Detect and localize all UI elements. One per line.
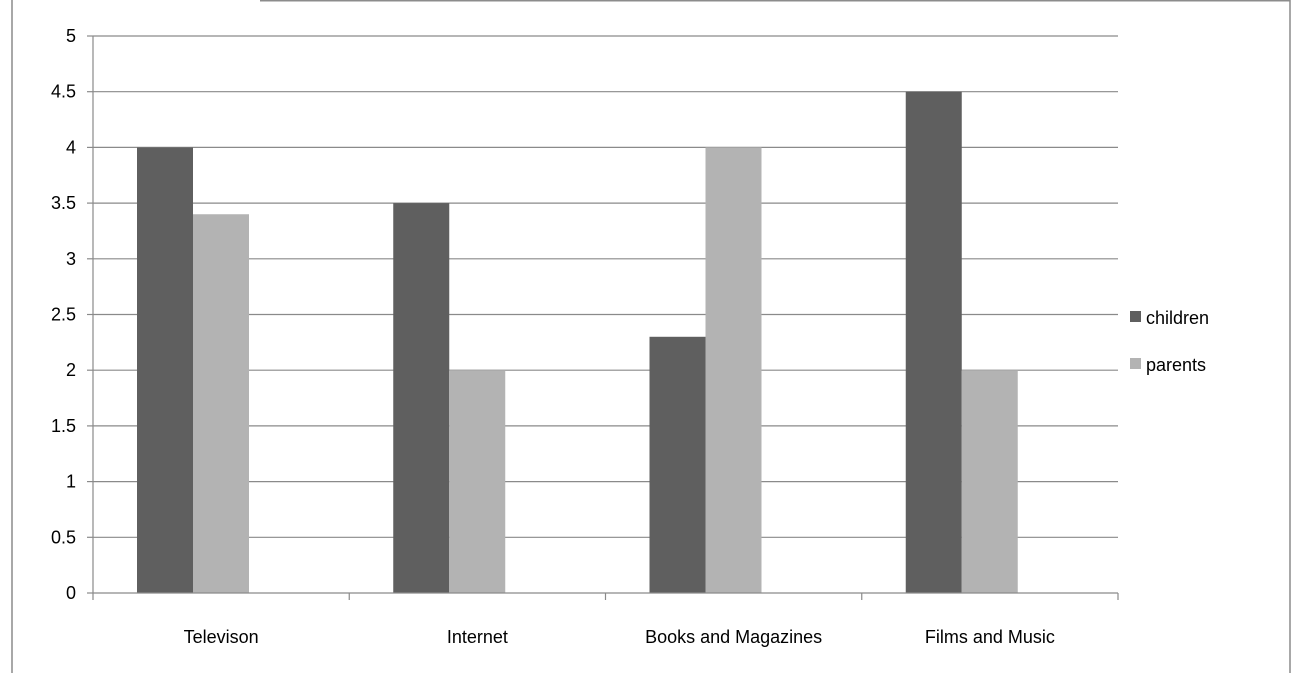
y-tick-label: 4 bbox=[66, 137, 76, 157]
legend-label-children: children bbox=[1146, 308, 1209, 328]
x-category-label: Books and Magazines bbox=[645, 627, 822, 647]
bars bbox=[137, 91, 1018, 594]
x-axis-labels: Televison Internet Books and Magazines Film… bbox=[184, 627, 1055, 647]
y-tick-label: 0 bbox=[66, 583, 76, 603]
legend-swatch-parents bbox=[1130, 358, 1141, 369]
y-tick-label: 2 bbox=[66, 360, 76, 380]
y-tick-label: 5 bbox=[66, 26, 76, 46]
bar-parents-0 bbox=[193, 214, 249, 594]
axes bbox=[92, 36, 1119, 600]
legend: children parents bbox=[1130, 308, 1209, 375]
bar-parents-1 bbox=[449, 370, 506, 593]
y-tick-label: 1.5 bbox=[51, 416, 76, 436]
legend-label-parents: parents bbox=[1146, 355, 1206, 375]
y-tick-label: 3.5 bbox=[51, 193, 76, 213]
x-category-label: Films and Music bbox=[925, 627, 1055, 647]
y-tick-label: 2.5 bbox=[51, 305, 76, 325]
bar-children-2 bbox=[649, 336, 706, 593]
y-axis-ticks: 0 0.5 1 1.5 2 2.5 3 3.5 4 4.5 5 bbox=[51, 26, 93, 603]
bar-parents-2 bbox=[705, 147, 762, 593]
chart-border bbox=[11, 0, 1291, 673]
y-tick-label: 1 bbox=[66, 472, 76, 492]
bar-children-0 bbox=[137, 147, 193, 593]
x-category-label: Televison bbox=[184, 627, 259, 647]
bar-children-3 bbox=[905, 91, 962, 593]
x-category-label: Internet bbox=[447, 627, 508, 647]
bar-children-1 bbox=[393, 203, 450, 593]
y-tick-label: 4.5 bbox=[51, 82, 76, 102]
bar-parents-3 bbox=[961, 370, 1018, 593]
y-tick-label: 3 bbox=[66, 249, 76, 269]
y-tick-label: 0.5 bbox=[51, 527, 76, 547]
legend-swatch-children bbox=[1130, 311, 1141, 322]
